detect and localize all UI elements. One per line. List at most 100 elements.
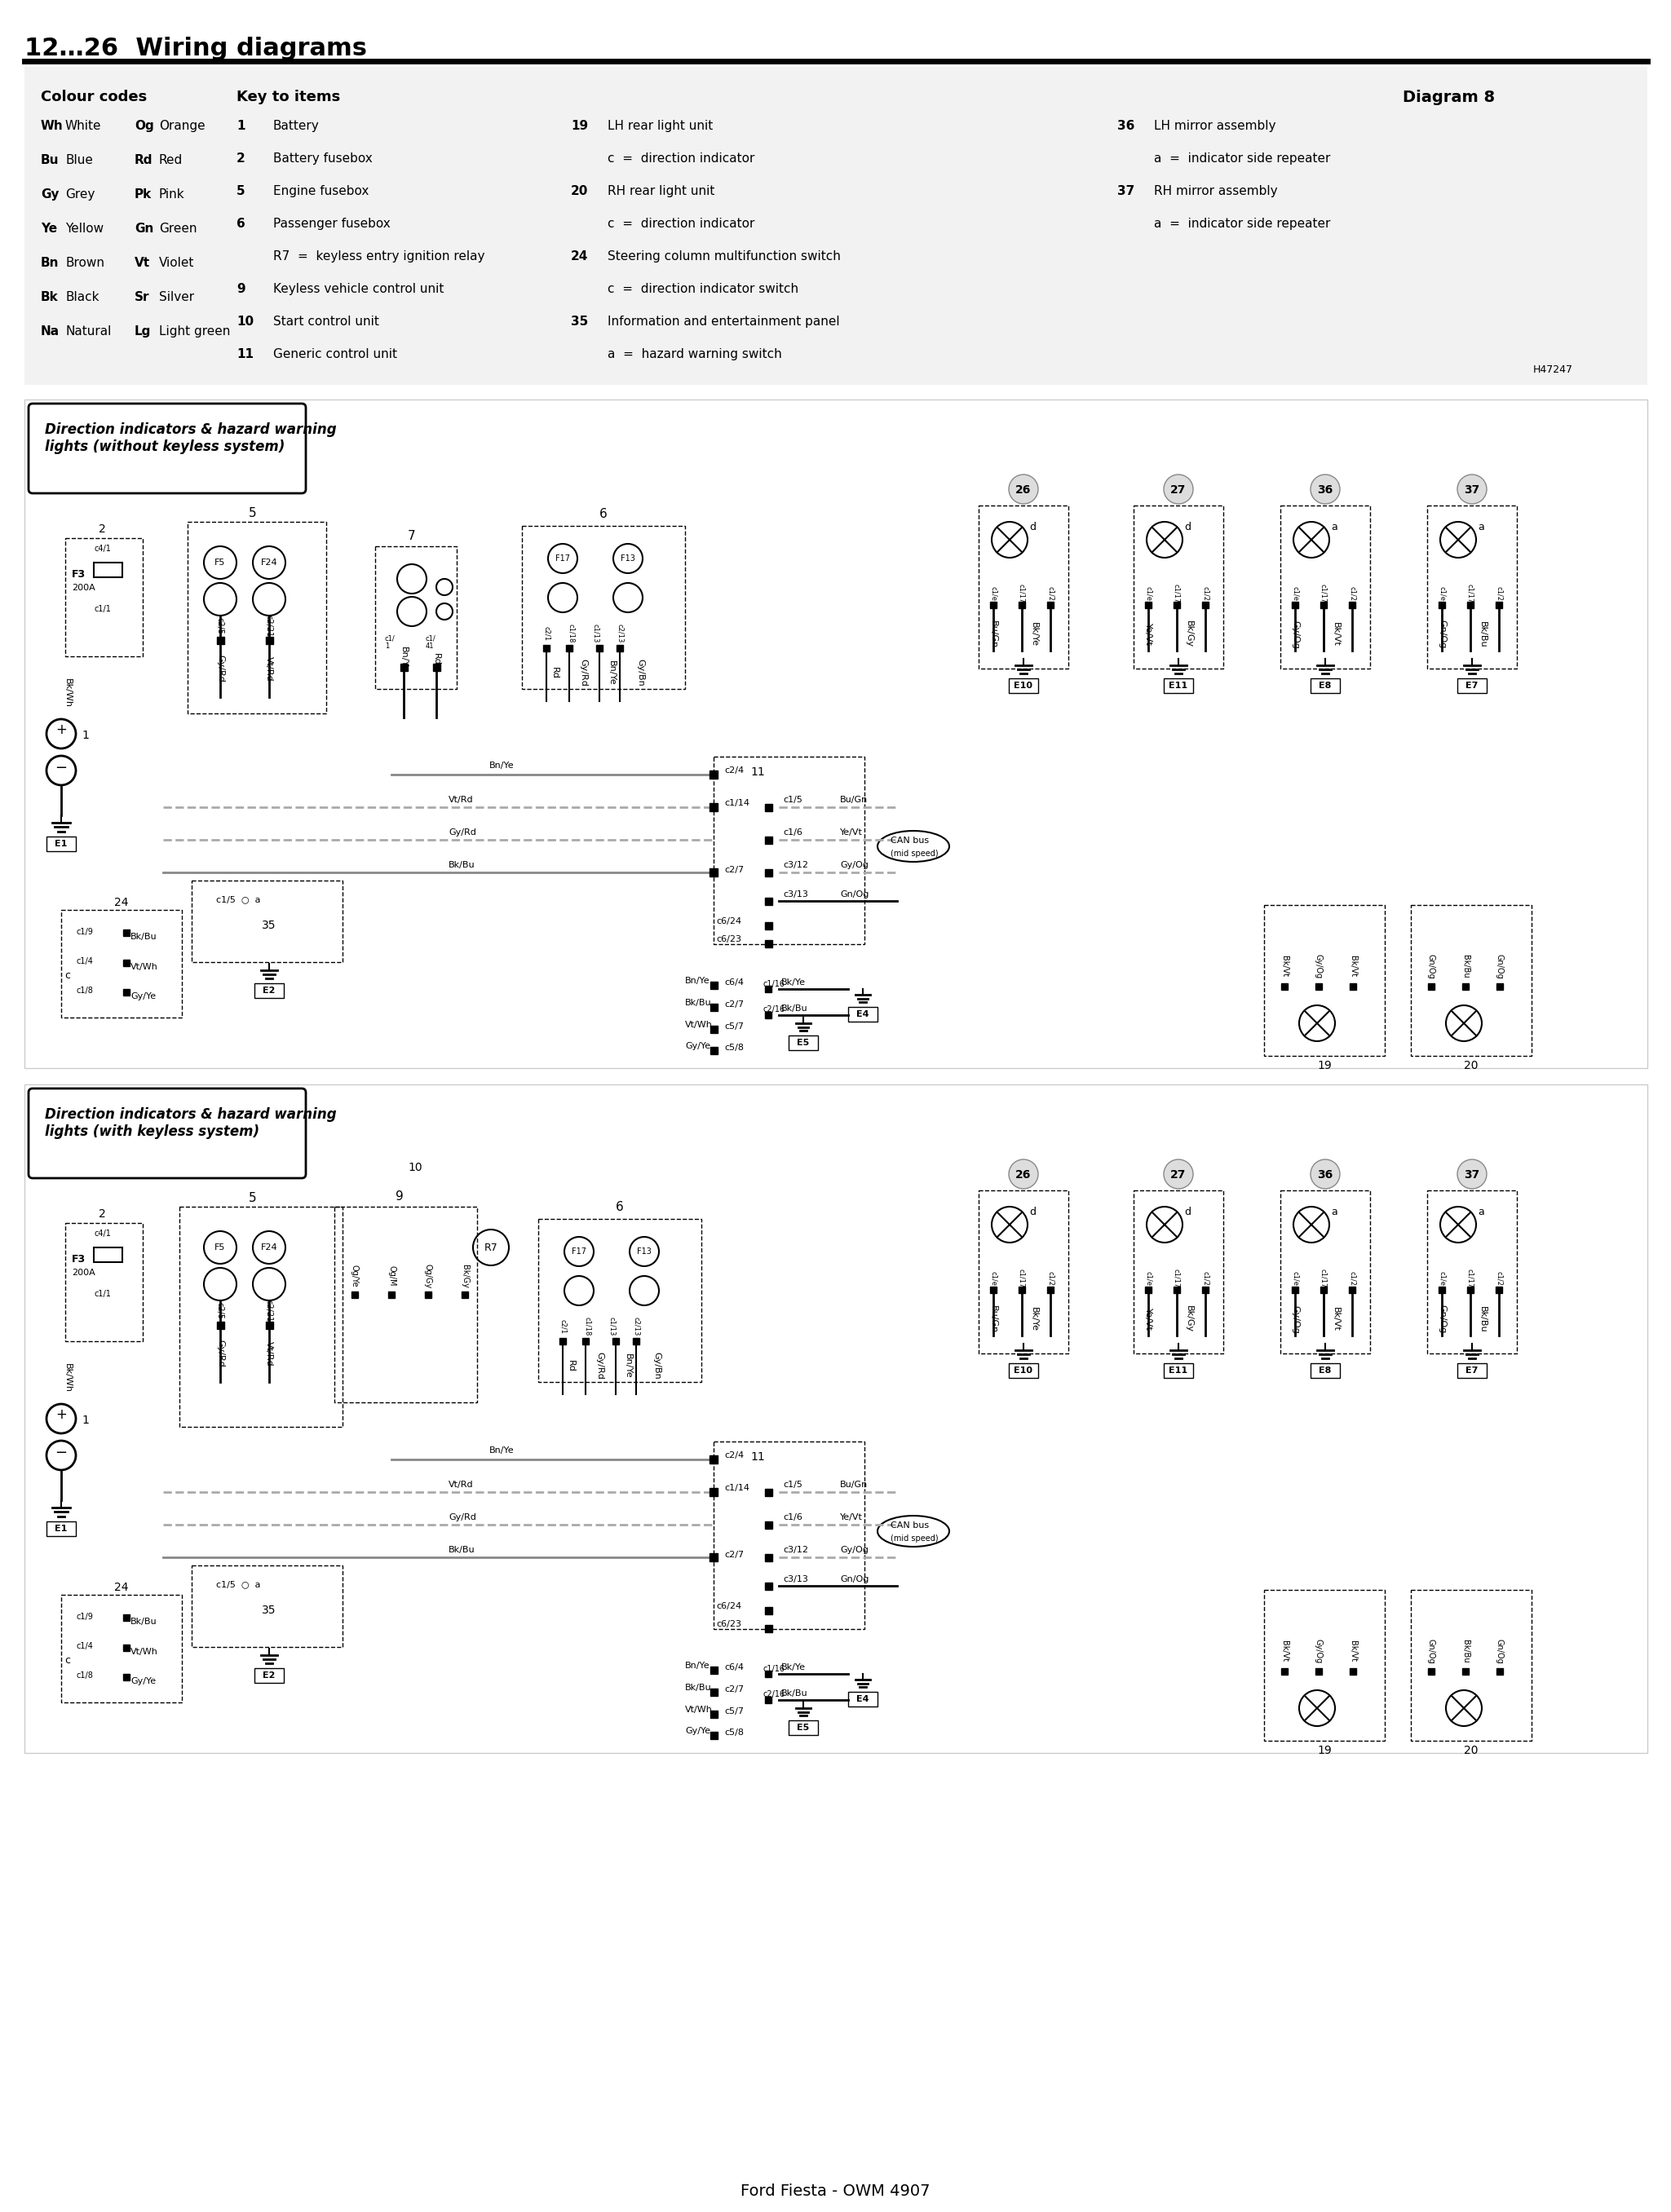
Text: c1/17: c1/17: [1467, 584, 1474, 604]
Text: c1/e: c1/e: [989, 1272, 998, 1285]
Bar: [1009, 1363, 1038, 1378]
Bar: [124, 1644, 130, 1650]
Bar: [1315, 1668, 1322, 1674]
Bar: [597, 646, 603, 653]
Text: 27: 27: [1170, 1170, 1186, 1181]
Bar: [461, 1292, 468, 1298]
Text: Bk/Bu: Bk/Bu: [1462, 1639, 1469, 1663]
Text: E11: E11: [1170, 681, 1188, 690]
Text: 11: 11: [750, 765, 765, 779]
Bar: [710, 982, 717, 989]
Text: c3/13: c3/13: [784, 1575, 809, 1584]
Text: Gy/Og: Gy/Og: [1292, 619, 1298, 648]
Bar: [1497, 984, 1502, 989]
Bar: [710, 1455, 717, 1464]
Text: Vt/Wh: Vt/Wh: [685, 1705, 712, 1714]
Text: Information and entertainment panel: Information and entertainment panel: [608, 316, 841, 327]
Text: E4: E4: [857, 1011, 869, 1018]
Bar: [613, 1338, 618, 1345]
Text: Gy/Ye: Gy/Ye: [130, 1677, 155, 1686]
Bar: [849, 1006, 877, 1022]
Bar: [1133, 507, 1223, 668]
Bar: [433, 664, 439, 670]
Bar: [124, 929, 130, 936]
Text: c5/7: c5/7: [724, 1022, 744, 1031]
Text: c1/9: c1/9: [75, 1613, 94, 1621]
Text: E7: E7: [1465, 681, 1479, 690]
Bar: [1133, 1190, 1223, 1354]
Text: 12…26  Wiring diagrams: 12…26 Wiring diagrams: [25, 38, 368, 60]
Text: 5: 5: [249, 507, 257, 520]
Bar: [1310, 679, 1340, 692]
Bar: [351, 1292, 358, 1298]
Text: c1/e: c1/e: [989, 586, 998, 602]
Text: c2/4: c2/4: [724, 1451, 744, 1460]
Text: Gy/Bn: Gy/Bn: [637, 659, 645, 686]
Bar: [765, 898, 772, 905]
Bar: [1163, 679, 1193, 692]
Bar: [765, 1606, 772, 1615]
Text: Bk/Bu: Bk/Bu: [130, 933, 157, 940]
Bar: [617, 646, 623, 653]
Text: Bn/Ye: Bn/Ye: [623, 1354, 632, 1378]
Text: 19: 19: [1317, 1745, 1332, 1756]
Text: a: a: [1477, 1208, 1484, 1217]
Text: c6/4: c6/4: [724, 978, 744, 987]
Bar: [254, 984, 284, 998]
Bar: [710, 1666, 717, 1674]
Bar: [765, 922, 772, 929]
Text: c2/7: c2/7: [724, 1686, 744, 1694]
Text: Bu/Gn: Bu/Gn: [841, 796, 867, 803]
Text: Grey: Grey: [65, 188, 95, 201]
Bar: [765, 1553, 772, 1562]
Bar: [714, 757, 864, 945]
Text: Bk/Bu: Bk/Bu: [1479, 622, 1487, 648]
Text: c2/21: c2/21: [266, 615, 272, 637]
Text: c1/2: c1/2: [1496, 1272, 1502, 1285]
Text: c1/e: c1/e: [1292, 1272, 1298, 1285]
Text: Brown: Brown: [65, 257, 104, 270]
Bar: [765, 1489, 772, 1495]
Bar: [217, 637, 224, 644]
Text: a  =  indicator side repeater: a = indicator side repeater: [1155, 153, 1330, 164]
Text: c  =  direction indicator switch: c = direction indicator switch: [608, 283, 799, 294]
Text: Vt/Wh: Vt/Wh: [130, 1648, 159, 1657]
Bar: [710, 1710, 717, 1717]
Text: c: c: [65, 971, 70, 980]
Text: Vt: Vt: [135, 257, 150, 270]
Text: Gy/Og: Gy/Og: [1292, 1305, 1298, 1334]
Text: c1/13: c1/13: [592, 624, 598, 644]
Text: Gn: Gn: [135, 223, 154, 234]
Bar: [25, 66, 1648, 385]
Bar: [765, 803, 772, 812]
Bar: [1457, 1363, 1487, 1378]
Text: c4/1: c4/1: [94, 544, 110, 553]
Bar: [1315, 984, 1322, 989]
Bar: [1496, 602, 1502, 608]
Bar: [1292, 602, 1298, 608]
Text: Keyless vehicle control unit: Keyless vehicle control unit: [272, 283, 444, 294]
Bar: [25, 400, 1648, 1068]
Bar: [1310, 1363, 1340, 1378]
Text: 36: 36: [1317, 1170, 1333, 1181]
Text: Lg: Lg: [135, 325, 150, 338]
Text: Direction indicators & hazard warning
lights (without keyless system): Direction indicators & hazard warning li…: [45, 422, 336, 453]
Text: E2: E2: [262, 1672, 276, 1679]
Bar: [710, 770, 717, 779]
Text: Vt/Wh: Vt/Wh: [130, 962, 159, 971]
Text: Bk/Vt: Bk/Vt: [1280, 956, 1288, 978]
Bar: [979, 507, 1068, 668]
Text: Rd: Rd: [433, 653, 441, 666]
Text: Violet: Violet: [159, 257, 194, 270]
Text: Bk/Bu: Bk/Bu: [1462, 956, 1469, 978]
Text: 37: 37: [1464, 484, 1481, 495]
Bar: [179, 1208, 343, 1427]
Text: Rd: Rd: [566, 1360, 575, 1371]
Bar: [1320, 602, 1327, 608]
Bar: [1280, 507, 1370, 668]
Text: Bn/Ye: Bn/Ye: [399, 646, 408, 670]
Text: c1/9: c1/9: [75, 927, 94, 936]
Circle shape: [1163, 1159, 1193, 1188]
Text: 24: 24: [114, 896, 129, 909]
Text: c  =  direction indicator: c = direction indicator: [608, 153, 755, 164]
